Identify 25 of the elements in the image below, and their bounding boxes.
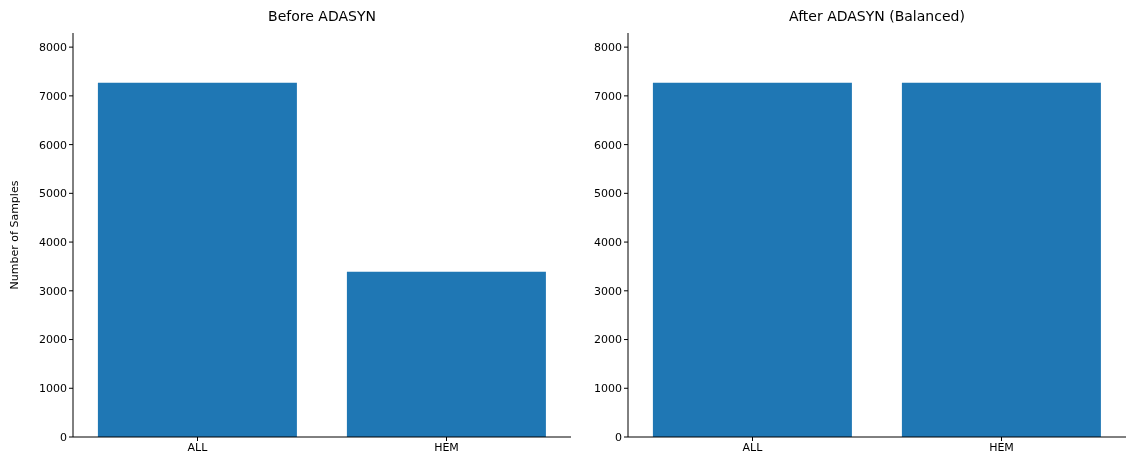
y-tick-label: 7000	[594, 89, 622, 103]
y-tick-label: 8000	[39, 41, 67, 55]
chart-title: Before ADASYN	[267, 8, 377, 24]
y-tick-label: 3000	[39, 284, 67, 298]
y-tick-label: 4000	[594, 235, 622, 249]
y-tick-label: 7000	[39, 89, 67, 103]
y-tick-label: 5000	[594, 187, 622, 201]
y-tick-label: 8000	[594, 41, 622, 55]
y-tick-label: 5000	[39, 187, 67, 201]
y-tick-label: 4000	[39, 235, 67, 249]
y-tick-label: 0	[60, 430, 67, 444]
y-tick-label: 3000	[594, 284, 622, 298]
y-axis-title: Number of Samples	[7, 180, 21, 290]
y-tick-label: 0	[615, 430, 622, 444]
x-tick-label: HEM	[434, 440, 459, 454]
y-tick-label: 2000	[39, 333, 67, 347]
y-tick-label: 6000	[39, 138, 67, 152]
y-tick-label: 1000	[594, 382, 622, 396]
y-tick-label: 1000	[39, 382, 67, 396]
x-tick-label: ALL	[187, 440, 209, 454]
x-tick-label: HEM	[989, 440, 1014, 454]
chart-title: After ADASYN (Balanced)	[788, 8, 966, 24]
y-tick-label: 2000	[594, 333, 622, 347]
x-tick-label: ALL	[742, 440, 764, 454]
y-tick-label: 6000	[594, 138, 622, 152]
